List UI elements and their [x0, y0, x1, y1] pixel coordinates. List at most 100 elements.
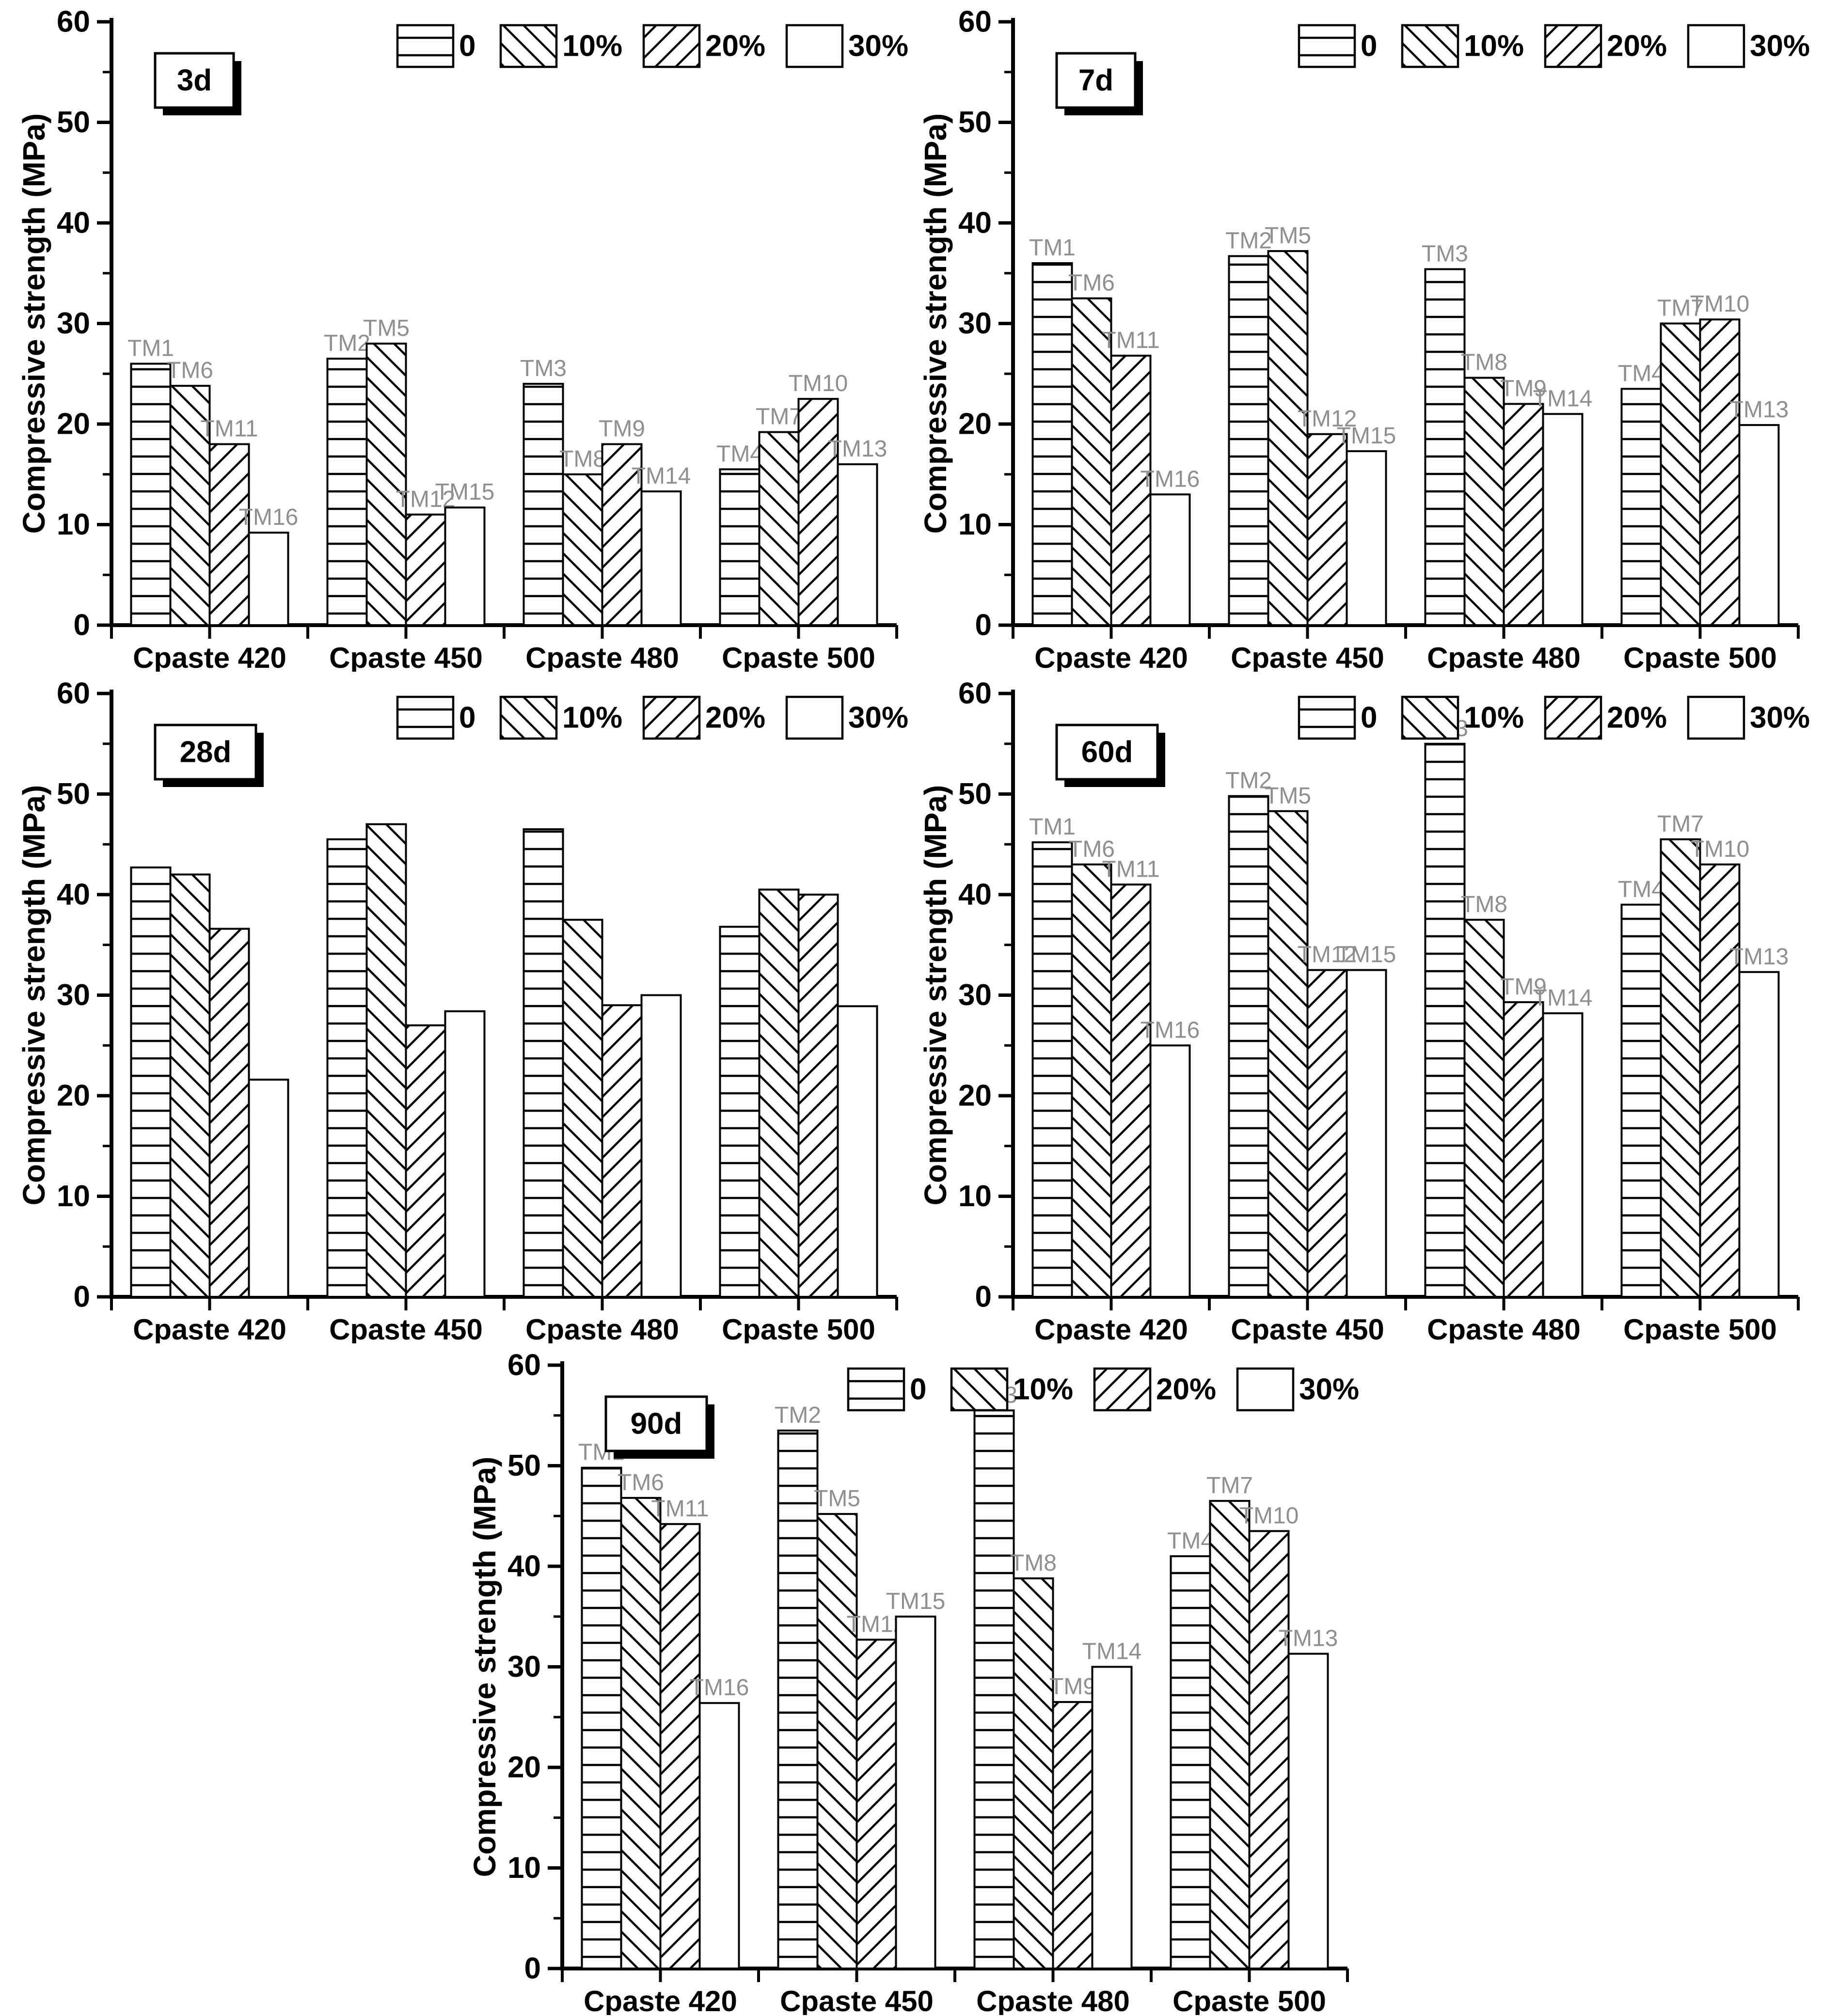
bar-label: TM15: [886, 1589, 945, 1614]
bar-TM6: [169, 873, 210, 1298]
bar-TM8: [562, 918, 603, 1298]
chart-60d: 0 10 20 30 40 50 60 Cpaste 420 Cpaste 450 Cpaste …: [911, 672, 1813, 1343]
bar-label: TM14: [1082, 1639, 1141, 1665]
y-tick-label: 40: [57, 878, 90, 912]
y-tick-label: 30: [958, 978, 992, 1012]
bar-TM6: [620, 1496, 661, 1969]
y-tick-label: 50: [57, 106, 90, 139]
y-tick-label: 60: [958, 677, 992, 710]
bar-label: TM6: [1068, 270, 1115, 296]
bar-TM6: [1071, 297, 1112, 626]
chart-title: 28d: [179, 736, 231, 769]
bar-label: TM11: [651, 1496, 709, 1522]
bar-TM9: [1052, 1701, 1093, 1969]
bar-TM1: [130, 866, 171, 1298]
bar-TM11: [208, 443, 250, 626]
bar-TM10: [1699, 863, 1740, 1298]
bar-TM16: [248, 1078, 289, 1298]
bar-TM14: [1542, 1012, 1583, 1298]
y-tick-label: 20: [958, 408, 992, 441]
x-category-label: Cpaste 480: [1427, 1313, 1581, 1343]
legend-swatch-20%: [1093, 1367, 1151, 1412]
bar-label: TM9: [599, 416, 645, 442]
y-tick-label: 20: [57, 1079, 90, 1113]
y-tick-label: 40: [57, 206, 90, 240]
bar-TM9: [601, 1004, 642, 1298]
bar-TM3: [523, 828, 564, 1298]
bar-TM10: [1248, 1530, 1289, 1969]
y-tick-label: 20: [507, 1751, 541, 1784]
bar-TM14: [640, 994, 681, 1298]
y-tick-label: 0: [73, 609, 90, 642]
bar-label: TM11: [1102, 856, 1159, 882]
bar-TM15: [1346, 450, 1387, 627]
bar-label: TM4: [1167, 1528, 1214, 1554]
legend-swatch-30%: [1236, 1367, 1294, 1412]
bar-TM13: [1738, 424, 1779, 626]
bar-TM3: [523, 383, 564, 626]
legend-label: 20%: [1156, 1373, 1216, 1406]
bar-TM13: [837, 1005, 878, 1298]
bar-TM3: [973, 1409, 1014, 1969]
bar-TM4: [1620, 388, 1662, 626]
legend-label: 10%: [562, 30, 622, 63]
bar-TM16: [1149, 1044, 1190, 1298]
bar-TM7: [1660, 322, 1701, 626]
x-category-label: Cpaste 420: [1034, 642, 1188, 672]
y-tick-label: 60: [507, 1349, 541, 1382]
legend-swatch-20%: [642, 695, 700, 740]
bar-label: TM4: [1618, 361, 1664, 386]
chart-svg-7d: 0 10 20 30 40 50 60 Cpaste 420 Cpaste 450 Cpaste …: [911, 0, 1813, 672]
bar-TM8: [562, 473, 603, 626]
bar-label: TM15: [1336, 942, 1396, 968]
bar-TM10: [797, 894, 839, 1298]
bar-label: TM13: [827, 436, 887, 462]
bar-label: TM15: [1336, 423, 1396, 449]
chart-3d: 0 10 20 30 40 50 60 Cpaste 420 Cpaste 450 Cpaste …: [9, 0, 911, 672]
x-category-label: Cpaste 450: [1231, 642, 1384, 672]
y-tick-label: 60: [958, 5, 992, 39]
bar-TM2: [326, 358, 367, 626]
bar-label: TM7: [756, 404, 802, 430]
bar-TM16: [1149, 493, 1190, 626]
y-tick-label: 30: [57, 978, 90, 1012]
bar-label: TM14: [631, 463, 691, 489]
bar-TM11: [1110, 883, 1151, 1298]
legend-swatch-30%: [785, 24, 843, 68]
legend-label: 10%: [1013, 1373, 1073, 1406]
bar-TM16: [698, 1702, 740, 1969]
bar-TM13: [1738, 971, 1779, 1298]
y-tick-label: 10: [958, 508, 992, 541]
chart-90d: 0 10 20 30 40 50 60 Cpaste 420 Cpaste 450 Cpaste …: [460, 1343, 1362, 2015]
bar-label: TM10: [1239, 1503, 1299, 1528]
x-category-label: Cpaste 450: [329, 1313, 483, 1343]
legend-swatch-20%: [1544, 695, 1602, 740]
bar-TM6: [1071, 863, 1112, 1298]
bar-TM15: [895, 1615, 936, 1969]
bar-TM11: [659, 1523, 700, 1970]
chart-28d: 0 10 20 30 40 50 60 Cpaste 420 Cpaste 450 Cpaste …: [9, 672, 911, 1343]
legend-swatch-20%: [642, 24, 700, 68]
bar-TM1: [130, 362, 171, 626]
bar-label: TM1: [1029, 814, 1076, 840]
bar-TM2: [777, 1429, 818, 1969]
chart-title: 3d: [176, 64, 211, 97]
y-axis-title: Compressive strength (MPa): [16, 785, 51, 1206]
x-category-label: Cpaste 420: [133, 1313, 286, 1343]
y-tick-label: 50: [57, 777, 90, 811]
legend-swatch-30%: [785, 695, 843, 740]
bar-TM3: [1424, 742, 1465, 1298]
bar-TM12: [856, 1638, 897, 1969]
x-category-label: Cpaste 480: [525, 1313, 679, 1343]
bar-label: TM7: [1657, 296, 1704, 321]
bar-label: TM8: [559, 446, 606, 472]
title-box: [1055, 724, 1158, 781]
bar-TM10: [797, 398, 839, 626]
legend-swatch-10%: [499, 24, 557, 68]
bar-TM9: [1503, 403, 1544, 626]
bar-label: TM9: [1500, 376, 1547, 402]
bar-TM12: [1306, 433, 1347, 626]
x-category-label: Cpaste 500: [722, 642, 875, 672]
bar-TM2: [1228, 255, 1269, 626]
chart-7d: 0 10 20 30 40 50 60 Cpaste 420 Cpaste 450 Cpaste …: [911, 0, 1813, 672]
